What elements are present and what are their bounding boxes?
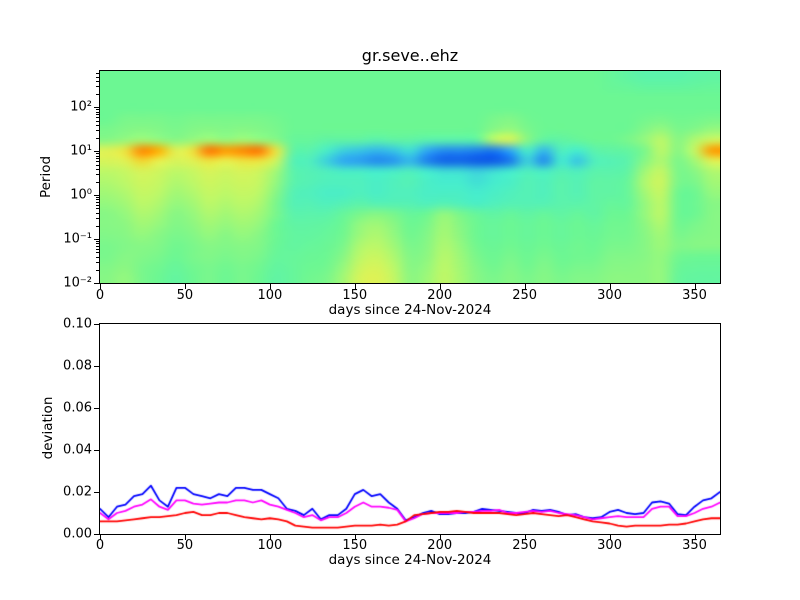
y-tick-label: 0.04 [63, 442, 92, 458]
x-tick [354, 535, 356, 540]
x-tick-label: 100 [257, 288, 283, 303]
y-minor-tick [96, 76, 99, 78]
x-tick-label: 50 [176, 538, 194, 553]
x-tick [184, 284, 186, 289]
y-tick-label: 10⁻² [63, 275, 92, 291]
deviation-canvas [100, 324, 720, 534]
y-minor-tick [96, 262, 99, 264]
deviation-xlabel: days since 24-Nov-2024 [328, 552, 492, 568]
y-minor-tick [96, 124, 99, 126]
y-tick [94, 283, 99, 284]
y-minor-tick [96, 212, 99, 214]
x-tick [524, 284, 526, 289]
spectrogram-plot-area [99, 70, 721, 284]
y-minor-tick [96, 218, 99, 220]
x-tick [439, 284, 441, 289]
y-tick-label: 0.10 [63, 316, 92, 332]
y-minor-tick [96, 81, 99, 82]
y-minor-tick [96, 158, 99, 160]
x-tick [269, 284, 271, 289]
y-minor-tick [96, 241, 99, 243]
y-tick-label: 0.08 [63, 358, 92, 374]
x-tick [694, 284, 696, 289]
x-tick-label: 200 [427, 288, 453, 303]
x-tick-label: 350 [682, 288, 707, 303]
y-minor-tick [96, 174, 99, 176]
x-tick-label: 0 [95, 538, 105, 553]
x-tick-label: 300 [597, 538, 622, 553]
y-minor-tick [96, 245, 99, 247]
x-tick [609, 284, 611, 289]
y-minor-tick [96, 94, 99, 96]
y-tick [94, 492, 99, 493]
y-minor-tick [96, 120, 99, 122]
y-tick-label: 10² [70, 99, 92, 115]
x-tick-label: 150 [342, 288, 368, 303]
y-tick [94, 450, 99, 451]
x-tick [184, 535, 186, 540]
y-minor-tick [96, 73, 99, 75]
x-tick-label: 0 [95, 288, 105, 303]
y-tick [94, 366, 99, 367]
y-tick [94, 195, 99, 197]
y-minor-tick [96, 269, 99, 271]
y-minor-tick [96, 86, 99, 88]
y-minor-tick [96, 114, 99, 116]
spectrogram-title: gr.seve..ehz [361, 46, 459, 65]
y-minor-tick [96, 199, 99, 201]
y-minor-tick [96, 164, 99, 166]
x-tick-label: 100 [257, 538, 283, 553]
y-minor-tick [96, 182, 99, 183]
x-tick-label: 150 [342, 538, 368, 553]
x-tick [524, 535, 526, 540]
y-minor-tick [96, 109, 99, 111]
y-minor-tick [96, 197, 99, 199]
x-tick-label: 250 [512, 538, 538, 553]
x-tick-label: 250 [512, 288, 538, 303]
y-tick-label: 10⁰ [70, 187, 92, 203]
y-tick-label: 10⁻¹ [63, 231, 92, 247]
y-minor-tick [96, 117, 99, 119]
spectrogram-canvas [100, 71, 720, 283]
y-tick [94, 408, 99, 409]
x-tick-label: 200 [427, 538, 453, 553]
x-tick-label: 350 [682, 538, 707, 553]
y-tick-label: 0.02 [63, 484, 92, 500]
x-tick [100, 284, 101, 289]
y-minor-tick [96, 225, 99, 227]
y-minor-tick [96, 111, 99, 113]
y-minor-tick [96, 130, 99, 132]
x-tick-label: 50 [176, 288, 194, 303]
y-minor-tick [96, 208, 99, 210]
x-tick [609, 535, 611, 540]
y-minor-tick [96, 138, 99, 140]
y-minor-tick [96, 168, 99, 170]
x-tick [694, 535, 696, 540]
x-tick-label: 300 [597, 288, 622, 303]
y-minor-tick [96, 153, 99, 155]
y-minor-tick [96, 161, 99, 163]
y-minor-tick [96, 202, 99, 203]
y-tick-label: 10¹ [70, 143, 92, 159]
y-tick [94, 324, 99, 325]
y-minor-tick [96, 256, 99, 258]
y-tick-label: 0.00 [63, 526, 92, 542]
y-minor-tick [96, 155, 99, 157]
y-tick-label: 0.06 [63, 400, 92, 416]
deviation-plot-area [99, 323, 721, 535]
y-minor-tick [96, 243, 99, 245]
x-tick [354, 284, 356, 289]
x-tick [439, 535, 441, 540]
y-minor-tick [96, 252, 99, 254]
y-minor-tick [96, 204, 99, 206]
y-minor-tick [96, 248, 99, 250]
x-tick [100, 535, 101, 540]
spectrogram-xlabel: days since 24-Nov-2024 [328, 302, 492, 318]
x-tick [269, 535, 271, 540]
y-tick [94, 107, 99, 109]
y-tick [94, 534, 99, 535]
y-tick [94, 239, 99, 241]
y-tick [94, 151, 99, 153]
